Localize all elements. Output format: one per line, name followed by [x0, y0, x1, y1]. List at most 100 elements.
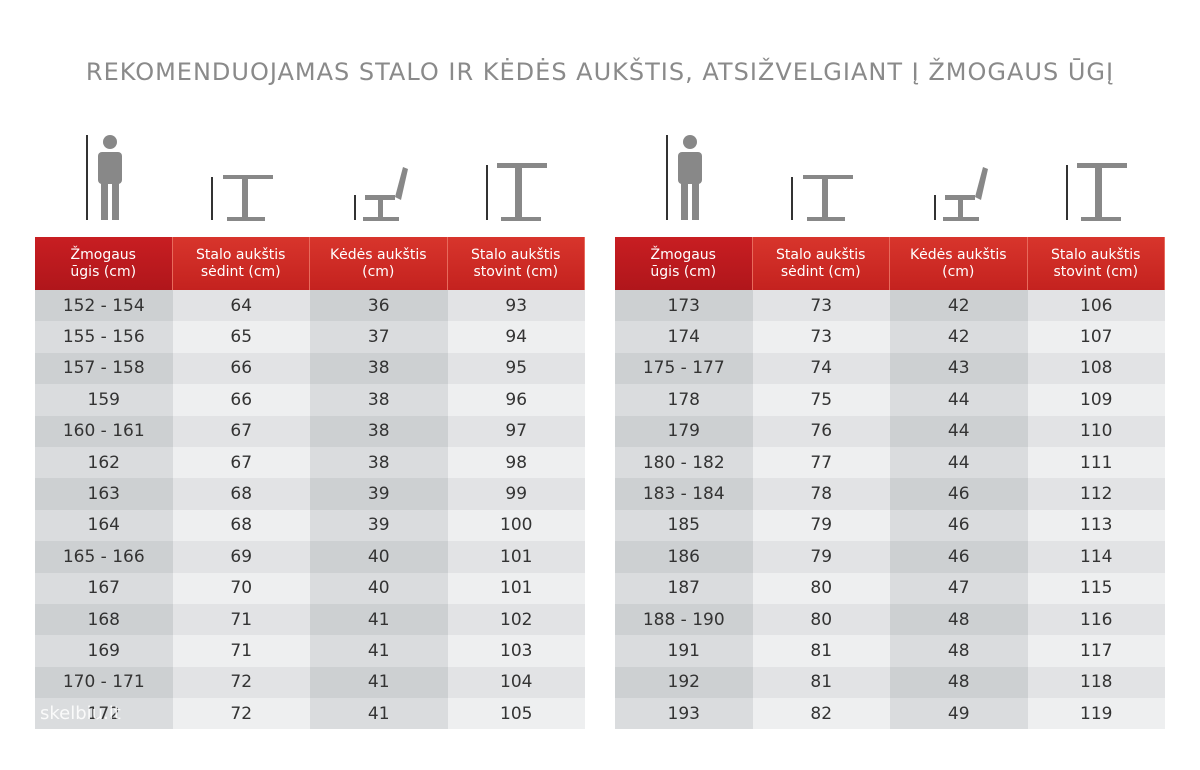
cell: 82 — [752, 698, 890, 730]
cell: 105 — [447, 698, 585, 730]
cell: 43 — [890, 352, 1028, 385]
cell: 47 — [890, 572, 1028, 604]
cell: 39 — [310, 509, 448, 542]
cell: 113 — [1027, 509, 1165, 542]
column-header: Kėdės aukštis (cm) — [890, 237, 1028, 290]
column-header: Stalo aukštis stovint (cm) — [447, 237, 585, 290]
cell: 73 — [752, 290, 890, 322]
cell: 164 — [35, 509, 173, 542]
cell: 76 — [752, 415, 890, 447]
table-row: 165 - 166 69 40 101 — [35, 541, 585, 573]
column-header: Kėdės aukštis (cm) — [310, 237, 448, 290]
cell: 163 — [35, 478, 173, 510]
cell: 79 — [752, 541, 890, 573]
column-header: Stalo aukštis sėdint (cm) — [752, 237, 890, 290]
cell: 114 — [1027, 541, 1165, 573]
cell: 72 — [172, 698, 310, 730]
cell: 157 - 158 — [35, 352, 173, 385]
table-row: 162 67 38 98 — [35, 446, 585, 479]
table-row: 183 - 184 78 46 112 — [615, 478, 1165, 510]
cell: 172 — [35, 698, 173, 730]
table-row: 168 71 41 102 — [35, 603, 585, 636]
cell: 103 — [447, 635, 585, 667]
cell: 80 — [752, 603, 890, 636]
cell: 73 — [752, 321, 890, 353]
cell: 68 — [172, 478, 310, 510]
table-row: 185 79 46 113 — [615, 509, 1165, 542]
cell: 117 — [1027, 635, 1165, 667]
cell: 179 — [615, 415, 753, 447]
cell: 96 — [447, 384, 585, 416]
cell: 65 — [172, 321, 310, 353]
cell: 191 — [615, 635, 753, 667]
cell: 111 — [1027, 446, 1165, 479]
cell: 185 — [615, 509, 753, 542]
cell: 44 — [890, 415, 1028, 447]
cell: 180 - 182 — [615, 446, 753, 479]
cell: 41 — [310, 603, 448, 636]
cell: 66 — [172, 384, 310, 416]
cell: 165 - 166 — [35, 541, 173, 573]
cell: 78 — [752, 478, 890, 510]
cell: 48 — [890, 666, 1028, 699]
table-row: 178 75 44 109 — [615, 384, 1165, 416]
cell: 46 — [890, 478, 1028, 510]
cell: 49 — [890, 698, 1028, 730]
cell: 71 — [172, 635, 310, 667]
cell: 119 — [1027, 698, 1165, 730]
table-row: 186 79 46 114 — [615, 541, 1165, 573]
cell: 108 — [1027, 352, 1165, 385]
cell: 64 — [172, 290, 310, 322]
cell: 93 — [447, 290, 585, 322]
cell: 160 - 161 — [35, 415, 173, 447]
cell: 104 — [447, 666, 585, 699]
cell: 175 - 177 — [615, 352, 753, 385]
cell: 193 — [615, 698, 753, 730]
cell: 187 — [615, 572, 753, 604]
cell: 39 — [310, 478, 448, 510]
cell: 41 — [310, 698, 448, 730]
cell: 38 — [310, 415, 448, 447]
cell: 44 — [890, 446, 1028, 479]
cell: 46 — [890, 509, 1028, 542]
table-row: 191 81 48 117 — [615, 635, 1165, 667]
table-row: 167 70 40 101 — [35, 572, 585, 604]
cell: 112 — [1027, 478, 1165, 510]
cell: 102 — [447, 603, 585, 636]
cell: 81 — [752, 635, 890, 667]
cell: 79 — [752, 509, 890, 542]
table-row: 175 - 177 74 43 108 — [615, 352, 1165, 385]
column-header: Žmogaus ūgis (cm) — [615, 237, 753, 290]
table-row: 169 71 41 103 — [35, 635, 585, 667]
cell: 69 — [172, 541, 310, 573]
cell: 186 — [615, 541, 753, 573]
table: Žmogaus ūgis (cm) Stalo aukštis sėdint (c… — [615, 237, 1165, 730]
cell: 152 - 154 — [35, 290, 173, 322]
cell: 66 — [172, 352, 310, 385]
table-row: 155 - 156 65 37 94 — [35, 321, 585, 353]
cell: 48 — [890, 635, 1028, 667]
table-row: 152 - 154 64 36 93 — [35, 290, 585, 322]
cell: 159 — [35, 384, 173, 416]
cell: 74 — [752, 352, 890, 385]
cell: 118 — [1027, 666, 1165, 699]
cell: 46 — [890, 541, 1028, 573]
cell: 188 - 190 — [615, 603, 753, 636]
cell: 38 — [310, 352, 448, 385]
cell: 41 — [310, 635, 448, 667]
table-row: 172 72 41 105 — [35, 698, 585, 730]
cell: 67 — [172, 415, 310, 447]
cell: 42 — [890, 321, 1028, 353]
cell: 106 — [1027, 290, 1165, 322]
cell: 37 — [310, 321, 448, 353]
column-header: Stalo aukštis stovint (cm) — [1027, 237, 1165, 290]
cell: 44 — [890, 384, 1028, 416]
cell: 97 — [447, 415, 585, 447]
cell: 98 — [447, 446, 585, 479]
cell: 168 — [35, 603, 173, 636]
cell: 155 - 156 — [35, 321, 173, 353]
cell: 100 — [447, 509, 585, 542]
column-header: Žmogaus ūgis (cm) — [35, 237, 173, 290]
table-row: 173 73 42 106 — [615, 290, 1165, 322]
